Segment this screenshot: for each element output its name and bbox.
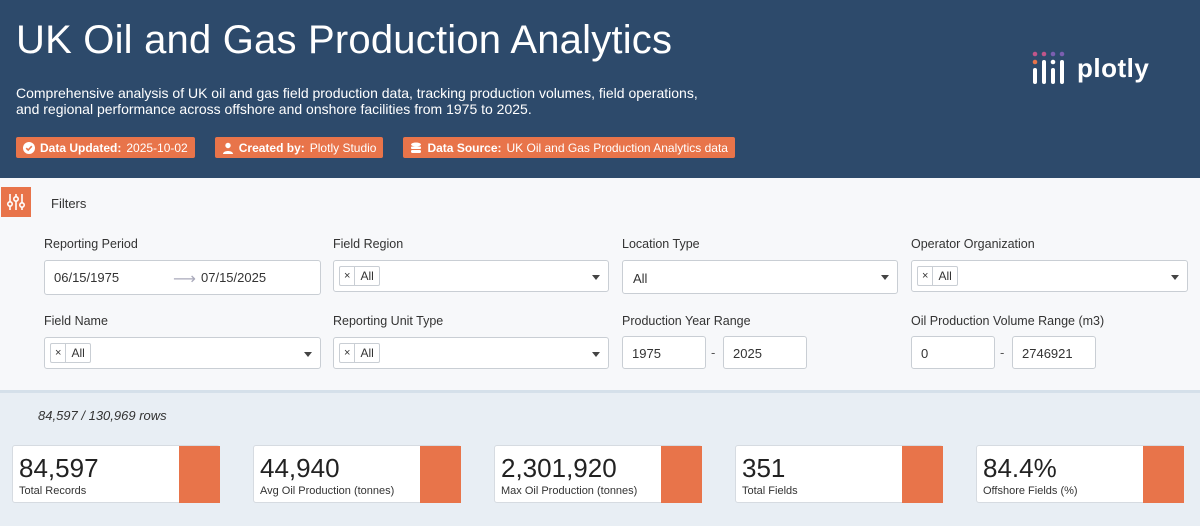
plotly-mark-icon xyxy=(1032,51,1065,84)
chevron-down-icon[interactable] xyxy=(592,352,600,357)
reporting-period-date-range[interactable]: 06/15/1975 ⟶ 07/15/2025 xyxy=(44,260,321,295)
tag-label: All xyxy=(360,346,374,360)
tag-label: All xyxy=(938,269,952,283)
badge-value: UK Oil and Gas Production Analytics data xyxy=(506,140,728,155)
kpi-value: 84.4% xyxy=(983,453,1057,483)
field-region-label: Field Region xyxy=(333,237,404,251)
field-name-label: Field Name xyxy=(44,314,108,328)
range-separator: - xyxy=(1000,345,1005,360)
range-separator: - xyxy=(711,345,716,360)
kpi-label: Total Records xyxy=(19,485,87,497)
row-count: 84,597 / 130,969 rows xyxy=(38,408,167,423)
reporting-period-label: Reporting Period xyxy=(44,237,138,251)
check-circle-icon xyxy=(23,141,35,154)
section-divider xyxy=(0,390,1200,393)
tag-remove-icon[interactable]: × xyxy=(340,344,356,362)
badge-row: Data Updated: 2025-10-02 Created by: Plo… xyxy=(16,137,735,158)
kpi-value: 2,301,920 xyxy=(501,453,617,483)
page-title: UK Oil and Gas Production Analytics xyxy=(16,18,673,62)
badge-created-by: Created by: Plotly Studio xyxy=(214,137,384,158)
chevron-down-icon[interactable] xyxy=(881,275,889,280)
start-date-input[interactable]: 06/15/1975 xyxy=(54,270,120,285)
operator-organization-label: Operator Organization xyxy=(911,237,1035,251)
badge-key: Data Updated: xyxy=(40,140,122,155)
badge-key: Data Source: xyxy=(427,140,502,155)
badge-value: Plotly Studio xyxy=(309,140,377,155)
arrow-right-icon: ⟶ xyxy=(173,271,196,288)
tag-label: All xyxy=(71,346,85,360)
kpi-accent-bar xyxy=(902,446,943,503)
filters-panel: Filters Reporting Period Field Region Lo… xyxy=(0,178,1200,390)
filters-title: Filters xyxy=(51,196,87,211)
plotly-wordmark: plotly xyxy=(1077,52,1150,83)
kpi-label: Offshore Fields (%) xyxy=(983,485,1078,497)
reporting-unit-type-tag: × All xyxy=(339,343,380,363)
chevron-down-icon[interactable] xyxy=(592,275,600,280)
tag-remove-icon[interactable]: × xyxy=(51,344,67,362)
kpi-accent-bar xyxy=(1143,446,1184,503)
badge-value: 2025-10-02 xyxy=(126,140,188,155)
oil-volume-max-input[interactable]: 2746921 xyxy=(1012,336,1096,369)
user-icon xyxy=(222,142,233,154)
kpi-card-total-fields: 351 Total Fields xyxy=(735,445,943,503)
operator-organization-tag: × All xyxy=(917,266,958,286)
kpi-card-total-records: 84,597 Total Records xyxy=(12,445,220,503)
production-year-range-label: Production Year Range xyxy=(622,314,751,328)
kpi-accent-bar xyxy=(179,446,220,503)
tag-remove-icon[interactable]: × xyxy=(340,267,356,285)
badge-data-source: Data Source: UK Oil and Gas Production A… xyxy=(403,137,735,158)
field-name-tag: × All xyxy=(50,343,91,363)
plotly-logo[interactable]: plotly xyxy=(1031,50,1149,86)
kpi-label: Avg Oil Production (tonnes) xyxy=(260,485,395,497)
kpi-card-offshore-pct: 84.4% Offshore Fields (%) xyxy=(976,445,1184,503)
badge-key: Created by: xyxy=(238,140,305,155)
kpi-label: Total Fields xyxy=(742,485,798,497)
field-region-dropdown[interactable]: × All xyxy=(333,260,609,292)
kpi-accent-bar xyxy=(420,446,461,503)
oil-volume-range-label: Oil Production Volume Range (m3) xyxy=(911,314,1105,328)
location-type-value: All xyxy=(633,271,648,286)
kpi-accent-bar xyxy=(661,446,702,503)
kpi-value: 351 xyxy=(742,453,786,483)
year-range-min-input[interactable]: 1975 xyxy=(622,336,706,369)
chevron-down-icon[interactable] xyxy=(304,352,312,357)
database-icon xyxy=(411,142,422,153)
oil-volume-min-input[interactable]: 0 xyxy=(911,336,995,369)
reporting-unit-type-label: Reporting Unit Type xyxy=(333,314,444,328)
kpi-value: 84,597 xyxy=(19,453,99,483)
year-range-max-input[interactable]: 2025 xyxy=(723,336,807,369)
header-banner: UK Oil and Gas Production Analytics Comp… xyxy=(0,0,1200,178)
badge-data-updated: Data Updated: 2025-10-02 xyxy=(16,137,195,158)
field-name-dropdown[interactable]: × All xyxy=(44,337,321,369)
filter-toggle-button[interactable] xyxy=(1,187,31,217)
tag-remove-icon[interactable]: × xyxy=(918,267,934,285)
sliders-icon xyxy=(6,194,26,210)
location-type-dropdown[interactable]: All xyxy=(622,260,898,294)
kpi-card-max-oil: 2,301,920 Max Oil Production (tonnes) xyxy=(494,445,702,503)
end-date-input[interactable]: 07/15/2025 xyxy=(201,270,267,285)
tag-label: All xyxy=(360,269,374,283)
location-type-label: Location Type xyxy=(622,237,700,251)
kpi-card-avg-oil: 44,940 Avg Oil Production (tonnes) xyxy=(253,445,461,503)
field-region-tag: × All xyxy=(339,266,380,286)
kpi-value: 44,940 xyxy=(260,453,340,483)
page-description: Comprehensive analysis of UK oil and gas… xyxy=(16,85,698,117)
reporting-unit-type-dropdown[interactable]: × All xyxy=(333,337,609,369)
chevron-down-icon[interactable] xyxy=(1171,275,1179,280)
operator-organization-dropdown[interactable]: × All xyxy=(911,260,1188,292)
kpi-label: Max Oil Production (tonnes) xyxy=(501,485,638,497)
